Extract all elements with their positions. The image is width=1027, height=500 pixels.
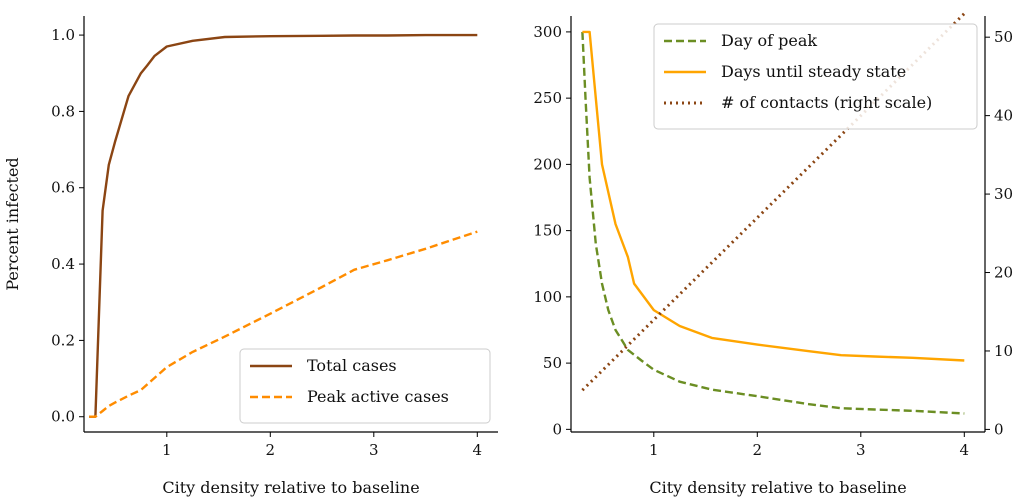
legend-label: Peak active cases	[307, 387, 449, 406]
x-tick-label: 3	[369, 441, 379, 459]
right-y-tick-label: 50	[994, 28, 1013, 46]
legend-label: Day of peak	[721, 31, 817, 50]
right-y-tick-label: 30	[994, 185, 1013, 203]
x-tick-label: 1	[162, 441, 172, 459]
y-tick-label: 0.0	[51, 408, 75, 426]
right-y-tick-label: 10	[994, 342, 1013, 360]
legend-label: Days until steady state	[721, 62, 906, 81]
y-tick-label: 0	[552, 420, 562, 438]
x-tick-label: 1	[649, 441, 659, 459]
y-axis-label: Percent infected	[3, 157, 22, 290]
legend-box	[239, 348, 491, 424]
legend-label: # of contacts (right scale)	[721, 93, 932, 112]
y-tick-label: 100	[533, 288, 562, 306]
x-tick-label: 4	[473, 441, 483, 459]
series-line	[89, 230, 478, 418]
y-tick-label: 250	[533, 89, 562, 107]
y-tick-label: 200	[533, 155, 562, 173]
y-tick-label: 150	[533, 222, 562, 240]
legend-box	[653, 23, 978, 130]
series-line	[582, 30, 965, 362]
x-tick-label: 2	[753, 441, 763, 459]
y-tick-label: 0.8	[51, 102, 75, 120]
y-tick-label: 1.0	[51, 26, 75, 44]
right-y-tick-label: 0	[994, 420, 1004, 438]
series-line	[89, 33, 478, 418]
y-tick-label: 300	[533, 23, 562, 41]
y-tick-label: 0.2	[51, 331, 75, 349]
y-tick-label: 0.6	[51, 179, 75, 197]
legend-label: Total cases	[307, 356, 397, 375]
x-tick-label: 2	[266, 441, 276, 459]
right-y-tick-label: 40	[994, 107, 1013, 125]
x-tick-label: 4	[960, 441, 970, 459]
x-tick-label: 3	[856, 441, 866, 459]
y-tick-label: 0.4	[51, 255, 75, 273]
right-y-tick-label: 20	[994, 264, 1013, 282]
series-line	[581, 31, 965, 415]
left-chart: 1 2 3 4 0.0 0.2 0.4 0.6 0.8 1.0 City density relat…	[3, 16, 498, 497]
x-axis-label: City density relative to baseline	[649, 478, 906, 497]
y-tick-label: 50	[543, 354, 562, 372]
x-axis-label: City density relative to baseline	[162, 478, 419, 497]
